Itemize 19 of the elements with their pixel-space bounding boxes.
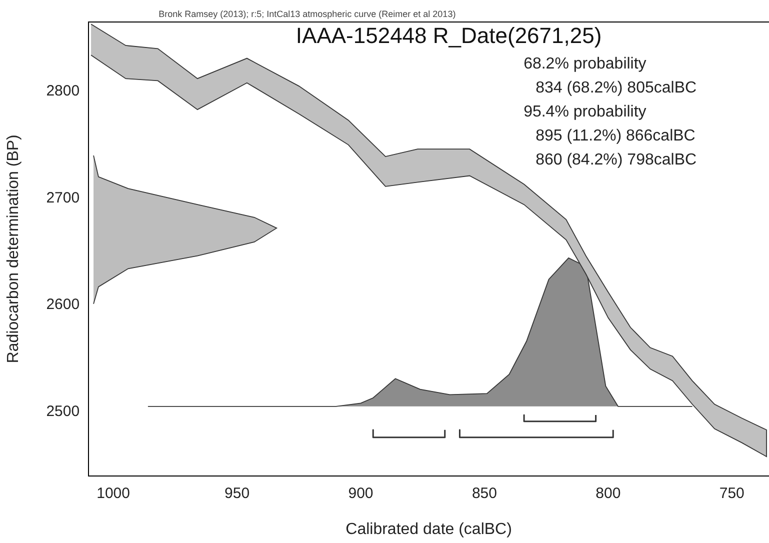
x-tick-label: 900: [348, 484, 374, 502]
y-tick-label: 2500: [46, 402, 80, 420]
x-tick-label: 850: [472, 484, 497, 502]
text: Bronk Ramsey (2013); r:5; IntCal13 atmospheric curve (Reimer et al 2013): [158, 8, 456, 19]
y-tick-label: 2800: [46, 82, 80, 100]
x-tick-label: 1000: [96, 484, 130, 502]
annotation: 68.2% probability: [524, 55, 646, 72]
x-tick-label: 950: [224, 484, 250, 502]
x-tick-label: 750: [719, 484, 744, 502]
y-tick-label: 2700: [46, 189, 80, 206]
annotation: 834 (68.2%) 805calBC: [536, 79, 697, 96]
x-axis-title: Calibrated date (calBC): [346, 520, 512, 538]
chart-title: IAAA-152448 R_Date(2671,25): [296, 23, 602, 48]
annotation: 860 (84.2%) 798calBC: [536, 151, 697, 168]
annotation: 895 (11.2%) 866calBC: [536, 127, 696, 144]
y-tick-label: 2600: [46, 296, 80, 314]
x-tick-label: 800: [596, 484, 621, 502]
y-axis-title: Radiocarbon determination (BP): [5, 134, 22, 364]
annotation: 95.4% probability: [524, 103, 646, 120]
